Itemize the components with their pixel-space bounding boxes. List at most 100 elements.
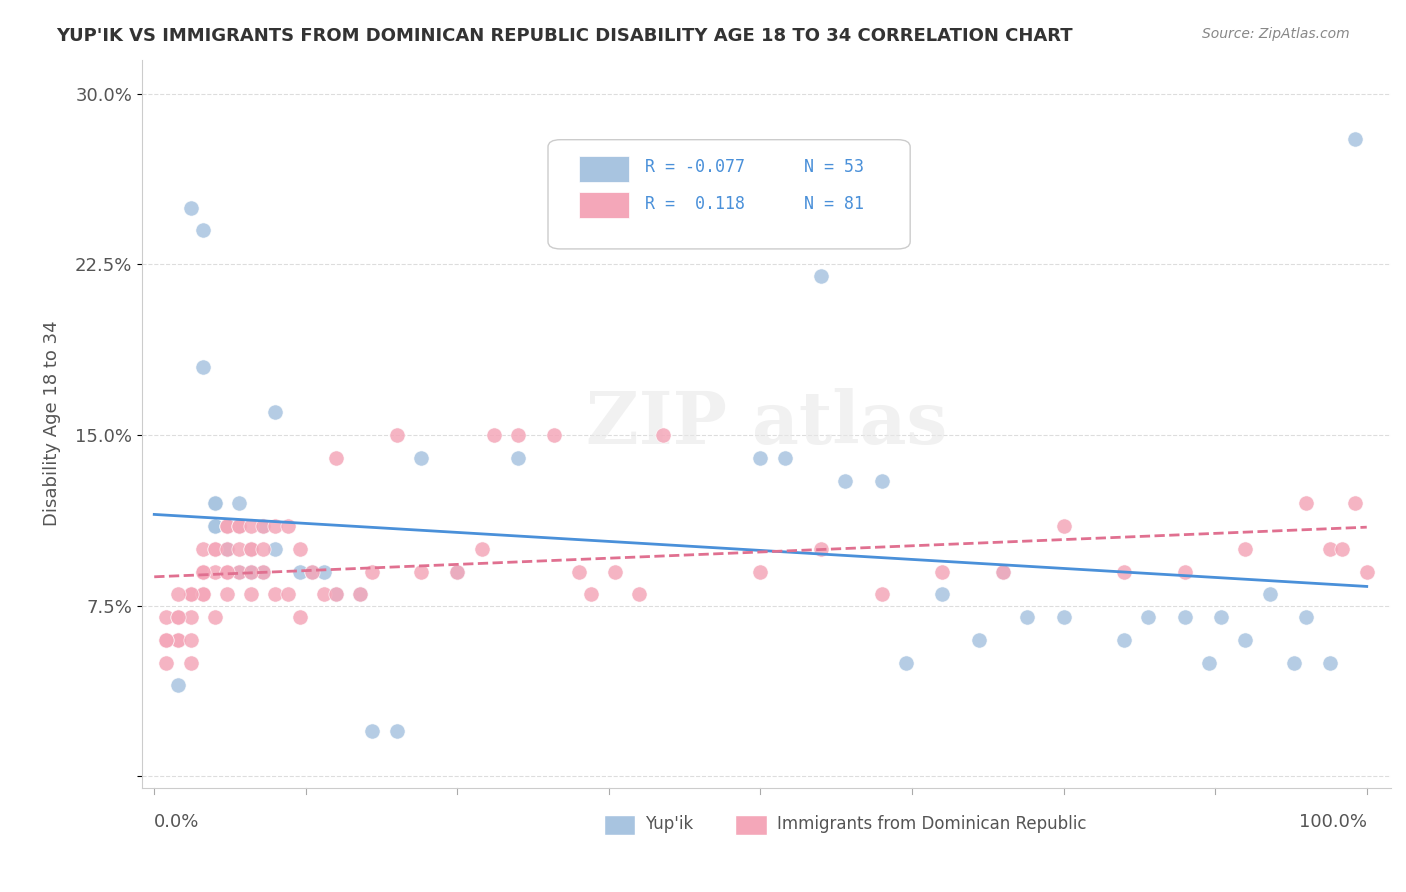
Bar <box>605 814 636 835</box>
Point <box>568 565 591 579</box>
Point <box>543 428 565 442</box>
Point <box>167 610 190 624</box>
Point <box>277 519 299 533</box>
Point <box>191 587 214 601</box>
Point <box>264 405 287 419</box>
Point <box>228 496 250 510</box>
Point <box>167 632 190 647</box>
Point <box>870 587 893 601</box>
Point <box>1211 610 1233 624</box>
Point <box>155 632 177 647</box>
FancyBboxPatch shape <box>548 140 910 249</box>
Point <box>894 656 917 670</box>
Point <box>1234 541 1257 556</box>
Point <box>228 565 250 579</box>
Point <box>215 587 238 601</box>
Point <box>1137 610 1160 624</box>
Point <box>1295 610 1317 624</box>
Point <box>191 565 214 579</box>
Point <box>228 519 250 533</box>
Point <box>252 519 274 533</box>
Point <box>446 565 468 579</box>
Point <box>204 496 226 510</box>
Point <box>810 541 832 556</box>
Point <box>931 587 953 601</box>
Point <box>252 519 274 533</box>
Point <box>409 450 432 465</box>
Point <box>264 587 287 601</box>
Point <box>180 656 202 670</box>
Text: Source: ZipAtlas.com: Source: ZipAtlas.com <box>1202 27 1350 41</box>
Point <box>240 565 263 579</box>
Point <box>215 565 238 579</box>
Point <box>228 565 250 579</box>
Point <box>1343 132 1365 146</box>
Point <box>215 541 238 556</box>
Point <box>191 223 214 237</box>
Point <box>506 450 529 465</box>
Point <box>1319 656 1341 670</box>
Point <box>277 587 299 601</box>
Point <box>1258 587 1281 601</box>
Point <box>1295 496 1317 510</box>
Text: N = 53: N = 53 <box>804 159 865 177</box>
Point <box>155 656 177 670</box>
Text: N = 81: N = 81 <box>804 194 865 213</box>
Point <box>180 587 202 601</box>
Point <box>385 428 408 442</box>
Bar <box>579 156 628 182</box>
Text: 100.0%: 100.0% <box>1299 814 1367 831</box>
Point <box>628 587 651 601</box>
Point <box>252 565 274 579</box>
Point <box>215 541 238 556</box>
Point <box>191 565 214 579</box>
Point <box>191 541 214 556</box>
Point <box>482 428 505 442</box>
Point <box>810 268 832 283</box>
Point <box>991 565 1014 579</box>
Point <box>167 632 190 647</box>
Point <box>1331 541 1354 556</box>
Point <box>240 587 263 601</box>
Point <box>834 474 856 488</box>
Point <box>773 450 796 465</box>
Point <box>991 565 1014 579</box>
Text: Immigrants from Dominican Republic: Immigrants from Dominican Republic <box>776 815 1085 833</box>
Point <box>180 610 202 624</box>
Text: 0.0%: 0.0% <box>155 814 200 831</box>
Point <box>228 541 250 556</box>
Point <box>1174 610 1197 624</box>
Text: Yup'ik: Yup'ik <box>645 815 693 833</box>
Point <box>215 565 238 579</box>
Point <box>204 565 226 579</box>
Point <box>1234 632 1257 647</box>
Point <box>301 565 323 579</box>
Point <box>167 678 190 692</box>
Point <box>361 565 384 579</box>
Point <box>204 519 226 533</box>
Text: R = -0.077: R = -0.077 <box>645 159 745 177</box>
Point <box>288 541 311 556</box>
Point <box>288 565 311 579</box>
Point <box>240 541 263 556</box>
Point <box>204 610 226 624</box>
Text: YUP'IK VS IMMIGRANTS FROM DOMINICAN REPUBLIC DISABILITY AGE 18 TO 34 CORRELATION: YUP'IK VS IMMIGRANTS FROM DOMINICAN REPU… <box>56 27 1073 45</box>
Point <box>215 519 238 533</box>
Point <box>191 587 214 601</box>
Point <box>252 565 274 579</box>
Point <box>1282 656 1305 670</box>
Text: ZIP atlas: ZIP atlas <box>586 388 948 459</box>
Point <box>349 587 371 601</box>
Point <box>180 587 202 601</box>
Point <box>506 428 529 442</box>
Point <box>870 474 893 488</box>
Point <box>240 519 263 533</box>
Point <box>204 541 226 556</box>
Point <box>325 587 347 601</box>
Point <box>1355 565 1378 579</box>
Point <box>385 723 408 738</box>
Point <box>361 723 384 738</box>
Point <box>204 541 226 556</box>
Point <box>1114 565 1136 579</box>
Point <box>240 541 263 556</box>
